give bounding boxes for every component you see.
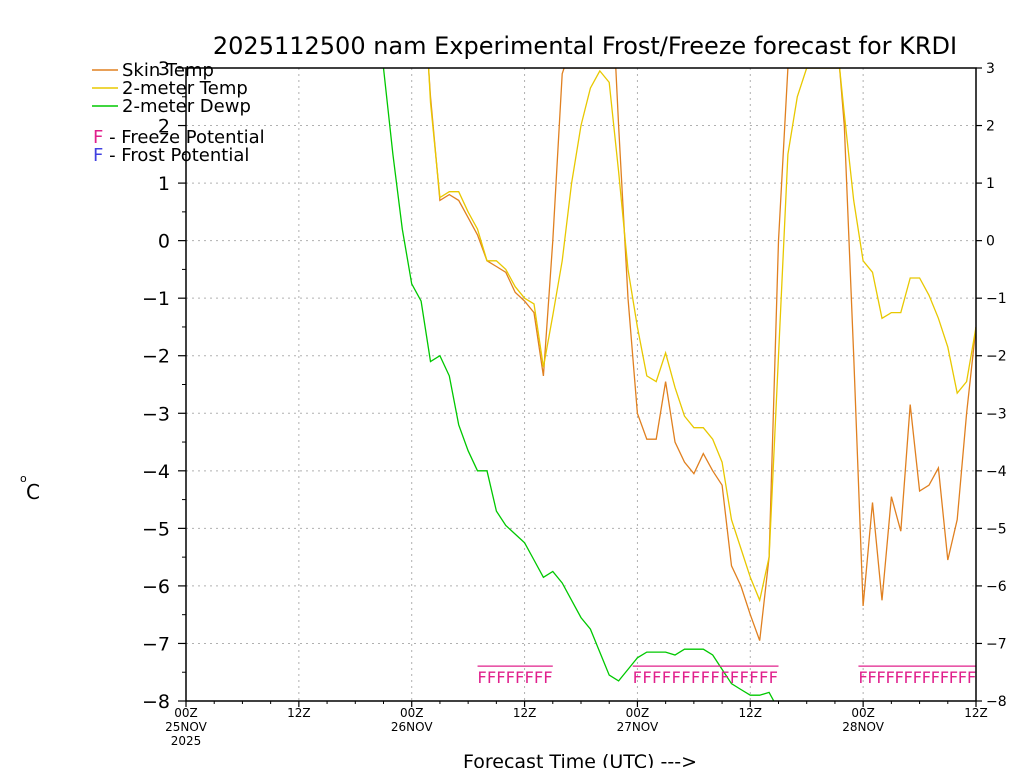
y-tick-label: −5 bbox=[142, 518, 170, 540]
plot-border bbox=[185, 67, 977, 702]
freeze-marker: F bbox=[759, 668, 768, 687]
freeze-marker: F bbox=[749, 668, 758, 687]
freeze-marker: F bbox=[877, 668, 886, 687]
y-tick-label: −1 bbox=[142, 288, 170, 310]
freeze-marker: F bbox=[496, 668, 505, 687]
y-tick-label: −8 bbox=[142, 691, 170, 713]
freeze-marker: F bbox=[662, 668, 671, 687]
freeze-marker: F bbox=[515, 668, 524, 687]
y-axis-left: 3 2 1 0 −1 −2 −3 −4 −5 −6 −7 −8 bbox=[142, 58, 186, 713]
freeze-marker: F bbox=[681, 668, 690, 687]
y-tick-label: −4 bbox=[142, 461, 170, 483]
freeze-marker: F bbox=[672, 668, 681, 687]
marker-legend-entry: F - Frost Potential bbox=[93, 145, 249, 166]
y-tick-label: 3 bbox=[158, 58, 170, 80]
series-line-2-meter-dewp bbox=[382, 68, 775, 701]
freeze-marker: F bbox=[710, 668, 719, 687]
marker-legend-entry: F - Freeze Potential bbox=[93, 127, 265, 148]
y-tick-label-right: −1 bbox=[986, 291, 1007, 307]
x-tick-date: 28NOV bbox=[842, 720, 884, 734]
x-tick-label: 12Z bbox=[739, 706, 763, 720]
freeze-marker: F bbox=[478, 668, 487, 687]
freeze-marker: F bbox=[534, 668, 543, 687]
series-line-2-meter-temp bbox=[427, 68, 976, 603]
freeze-marker: F bbox=[642, 668, 651, 687]
y-tick-label-right: −2 bbox=[986, 349, 1007, 365]
x-tick-label: 00Z bbox=[174, 706, 198, 720]
y-tick-label: 0 bbox=[158, 231, 170, 253]
plot-frame bbox=[185, 67, 977, 702]
freeze-marker: F bbox=[867, 668, 876, 687]
freeze-marker: F bbox=[931, 668, 940, 687]
y-axis-right: 3 2 1 0 −1 −2 −3 −4 −5 −6 −7 −8 bbox=[976, 61, 1007, 710]
y-tick-label: −2 bbox=[142, 346, 170, 368]
freeze-marker: F bbox=[922, 668, 931, 687]
legend-label: 2-meter Dewp bbox=[122, 96, 251, 117]
freeze-marker: F bbox=[740, 668, 749, 687]
y-axis-unit: C bbox=[26, 480, 40, 504]
y-tick-label: −6 bbox=[142, 576, 170, 598]
freeze-marker: F bbox=[633, 668, 642, 687]
freeze-marker: F bbox=[940, 668, 949, 687]
freeze-marker: F bbox=[904, 668, 913, 687]
freeze-marker: F bbox=[949, 668, 958, 687]
y-tick-label-right: 1 bbox=[986, 176, 995, 192]
freeze-marker: F bbox=[958, 668, 967, 687]
x-axis-label: Forecast Time (UTC) ---> bbox=[463, 751, 697, 768]
y-tick-label-right: 2 bbox=[986, 119, 995, 135]
freeze-marker: F bbox=[652, 668, 661, 687]
y-tick-label: 2 bbox=[158, 116, 170, 138]
freeze-marker: F bbox=[769, 668, 778, 687]
y-tick-label-right: −6 bbox=[986, 579, 1007, 595]
y-tick-label: −7 bbox=[142, 633, 170, 655]
y-tick-label-right: −7 bbox=[986, 636, 1007, 652]
freeze-marker: F bbox=[730, 668, 739, 687]
freeze-marker: F bbox=[720, 668, 729, 687]
freeze-marker: F bbox=[691, 668, 700, 687]
y-axis-unit-degree: o bbox=[20, 472, 27, 485]
x-tick-label: 00Z bbox=[400, 706, 424, 720]
freeze-marker: F bbox=[967, 668, 976, 687]
x-tick-date: 2025 bbox=[171, 734, 202, 748]
x-tick-date: 25NOV bbox=[165, 720, 207, 734]
chart-title: 2025112500 nam Experimental Frost/Freeze… bbox=[213, 32, 957, 60]
legend-label: Skin Temp bbox=[122, 60, 214, 81]
x-tick-date: 26NOV bbox=[391, 720, 433, 734]
legend-label: 2-meter Temp bbox=[122, 78, 248, 99]
freeze-marker: F bbox=[913, 668, 922, 687]
y-tick-label-right: −5 bbox=[986, 521, 1007, 537]
freeze-marker: F bbox=[886, 668, 895, 687]
freeze-marker: F bbox=[525, 668, 534, 687]
y-tick-label-right: −4 bbox=[986, 464, 1007, 480]
freeze-marker: F bbox=[895, 668, 904, 687]
y-tick-label-right: −3 bbox=[986, 406, 1007, 422]
y-tick-label: 1 bbox=[158, 173, 170, 195]
y-tick-label-right: −8 bbox=[986, 694, 1007, 710]
y-tick-label-right: 3 bbox=[986, 61, 995, 77]
x-tick-label: 12Z bbox=[513, 706, 537, 720]
x-tick-label: 00Z bbox=[851, 706, 875, 720]
x-tick-date: 27NOV bbox=[617, 720, 659, 734]
series-line-skin-temp bbox=[427, 68, 976, 641]
freeze-marker: F bbox=[506, 668, 515, 687]
x-tick-label: 12Z bbox=[964, 706, 988, 720]
y-tick-label: −3 bbox=[142, 403, 170, 425]
series-layer bbox=[382, 68, 976, 701]
freeze-marker: F bbox=[858, 668, 867, 687]
freeze-marker: F bbox=[701, 668, 710, 687]
grid-lines bbox=[186, 68, 976, 701]
x-tick-label: 00Z bbox=[626, 706, 650, 720]
x-tick-label: 12Z bbox=[287, 706, 311, 720]
freeze-marker: F bbox=[543, 668, 552, 687]
y-tick-label-right: 0 bbox=[986, 234, 995, 250]
freeze-marker: F bbox=[487, 668, 496, 687]
